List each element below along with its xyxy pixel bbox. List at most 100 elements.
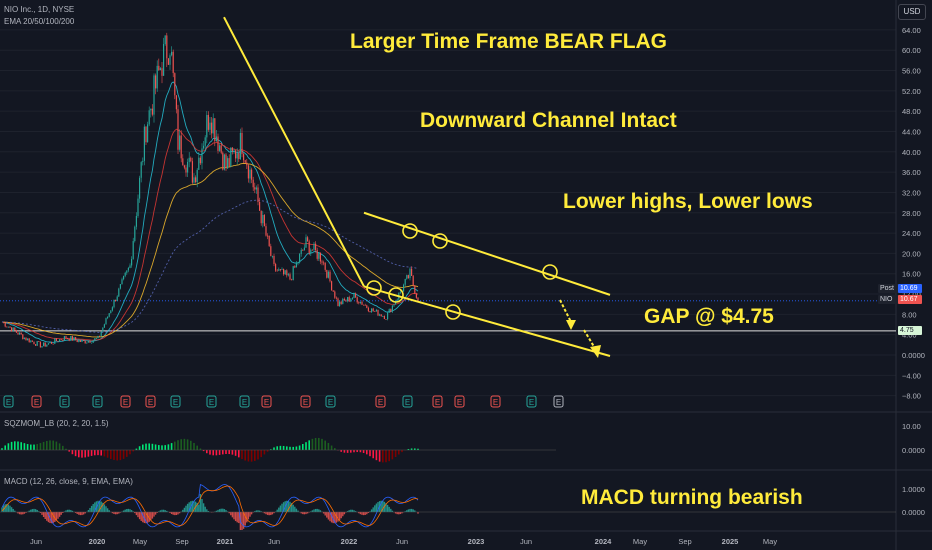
candle-body [406,275,408,279]
time-tick-label: 2024 [595,537,613,546]
candle-body [103,324,105,328]
indicator-tick-label: 0.0000 [902,446,925,455]
candle-body [350,299,352,302]
macd-histogram-bar [1,507,3,512]
macd-histogram-bar [202,503,205,512]
macd-histogram-bar [377,502,379,512]
price-tick-label: 52.00 [902,87,921,96]
sqz-bar [350,450,352,453]
candle-body [11,327,13,332]
candle-body [28,338,30,343]
candle-body [206,114,208,138]
candle-body [175,95,177,110]
price-tick-label: −4.00 [902,371,921,380]
candle-body [246,162,248,166]
macd-histogram-bar [391,510,394,512]
candle-body [169,55,171,65]
candle-body [295,262,297,268]
macd-histogram-bar [295,508,298,512]
price-tick-label: 16.00 [902,270,921,279]
candle-body [163,44,165,76]
sqz-bar [311,438,314,450]
candle-body [217,136,219,151]
macd-histogram-bar [271,512,274,515]
candle-body [33,341,35,345]
candle-body [65,336,67,339]
sqz-bar [388,450,390,462]
earnings-marker [120,395,131,408]
candle-body [92,340,94,343]
earnings-marker [59,395,70,408]
time-tick-label: Jun [268,537,280,546]
candle-body [294,266,296,268]
macd-histogram-bar [28,510,30,512]
sqz-bar [228,450,230,455]
sqz-bar [122,450,125,459]
macd-histogram-bar [166,510,168,512]
macd-histogram-bar [38,511,40,512]
macd-histogram-bar [246,512,248,523]
sqz-bar [276,446,278,450]
time-tick-label: Jun [520,537,532,546]
ema200-line [2,199,419,333]
sqz-bar [254,450,256,461]
earnings-marker [300,395,311,408]
candle-body [12,327,14,332]
candle-body [262,215,264,224]
candle-body [207,114,209,130]
candle-body [131,258,133,266]
candle-body [339,301,341,307]
macd-histogram-bar [46,512,48,521]
macd-histogram-bar [82,512,85,515]
candle-body [383,316,385,319]
macd-histogram-bar [215,510,218,512]
candle-body [247,165,249,179]
sqz-bar [410,448,413,450]
candle-body [305,237,307,248]
sqz-bar [417,448,419,450]
macd-histogram-bar [84,512,86,514]
candle-body [399,291,401,293]
macd-histogram-bar [324,512,326,516]
macd-histogram-bar [130,510,133,512]
candle-body [19,332,21,335]
macd-histogram-bar [196,502,198,512]
candle-body [214,118,216,142]
candle-body [155,75,157,89]
candle-body [151,108,153,115]
candle-body [412,275,414,286]
sqz-bar [170,443,173,450]
time-tick-label: 2025 [722,537,739,546]
sqz-bar [292,446,294,450]
sqz-bar [174,441,176,450]
macd-histogram-bar [305,512,307,515]
sqz-bar [334,448,336,450]
macd-histogram-bar [399,512,402,515]
macd-histogram-bar [201,499,203,512]
candle-body [351,298,353,300]
candle-body [196,169,198,183]
sqz-bar [33,444,35,450]
candle-body [343,298,345,301]
candle-body [140,162,142,178]
time-tick-label: 2020 [89,537,106,546]
macd-histogram-bar [380,500,382,512]
sqz-bar [36,444,38,450]
macd-histogram-bar [145,512,147,524]
candle-body [75,337,77,341]
macd-legend: MACD (12, 26, close, 9, EMA, EMA) [4,477,133,486]
macd-histogram-bar [7,504,10,512]
candle-body [123,275,125,280]
currency-button[interactable]: USD [898,4,926,20]
candle-body [323,262,325,264]
candle-body [134,226,136,242]
candle-body [219,145,221,151]
sqz-bar [90,450,93,456]
macd-histogram-bar [65,510,67,512]
candle-body [379,314,381,316]
candle-body [46,344,48,347]
macd-histogram-bar [118,512,120,514]
macd-histogram-bar [30,509,32,512]
candle-body [335,297,337,299]
